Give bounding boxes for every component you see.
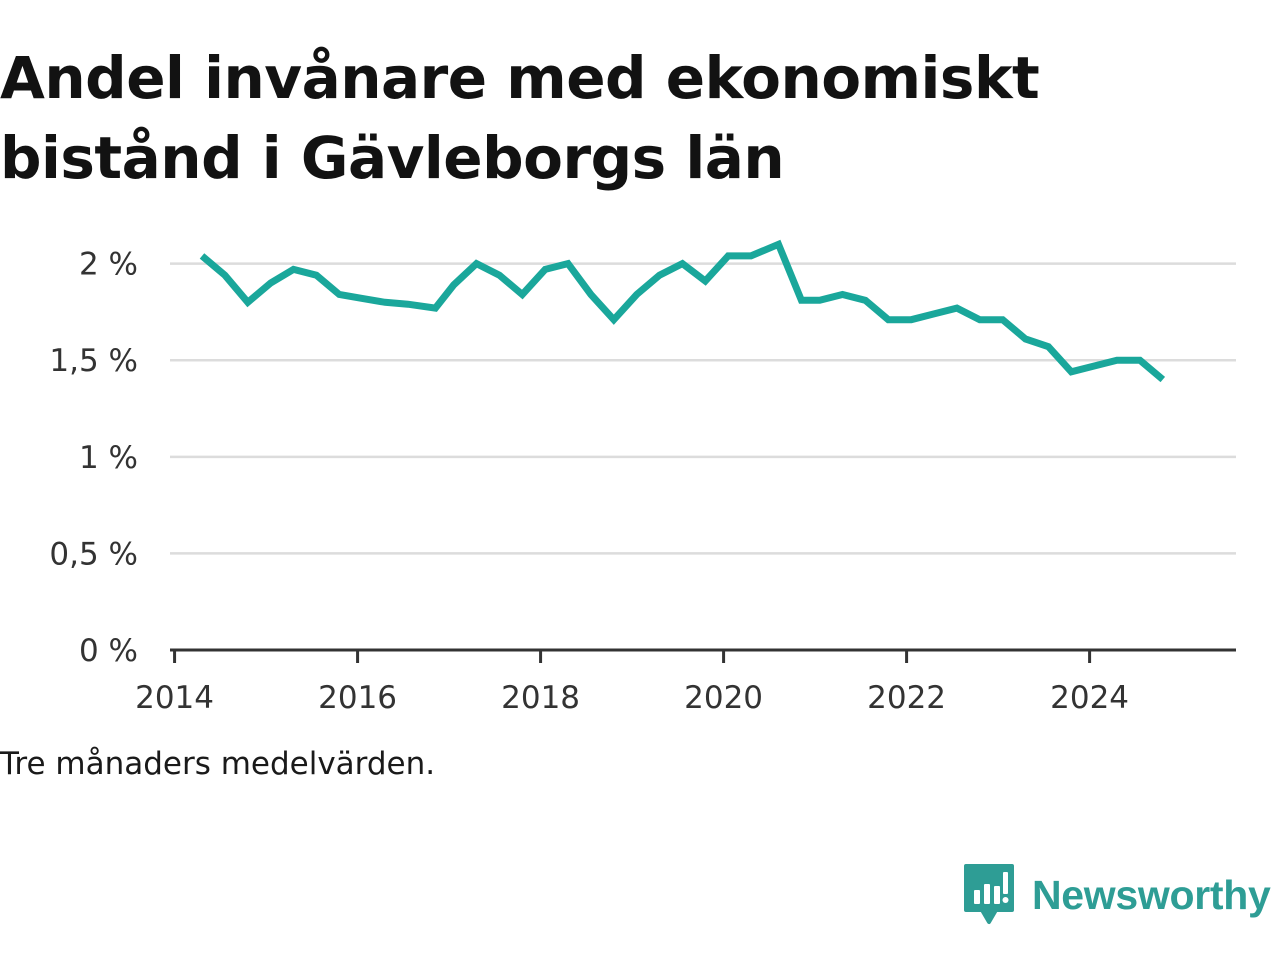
bar-chart-speech-bubble-icon bbox=[964, 864, 1014, 924]
x-tick-label: 2014 bbox=[135, 680, 214, 716]
y-tick-label: 1,5 % bbox=[49, 343, 138, 379]
gridlines bbox=[170, 262, 1236, 555]
y-tick-label: 0 % bbox=[79, 633, 138, 669]
y-tick-label: 0,5 % bbox=[49, 536, 138, 572]
brand-logo-block: Newsworthy bbox=[962, 862, 1271, 928]
series-line bbox=[199, 239, 1166, 383]
x-tick-label: 2018 bbox=[501, 680, 580, 716]
chart-title: Andel invånare med ekonomiskt bistånd i … bbox=[0, 44, 1040, 192]
x-tick-label: 2020 bbox=[684, 680, 763, 716]
brand-name: Newsworthy bbox=[1032, 871, 1271, 918]
y-axis: 0 % 0,5 % 1 % 1,5 % 2 % bbox=[49, 247, 138, 669]
x-tick-label: 2024 bbox=[1050, 680, 1129, 716]
series-layer bbox=[199, 239, 1166, 383]
y-tick-label: 1 % bbox=[79, 440, 138, 476]
x-axis: 2014 2016 2018 2020 2022 2024 bbox=[135, 648, 1236, 716]
chart-caption: Tre månaders medelvärden. bbox=[0, 746, 436, 782]
y-tick-label: 2 % bbox=[79, 247, 138, 283]
x-tick-label: 2016 bbox=[318, 680, 397, 716]
x-tick-label: 2022 bbox=[867, 680, 946, 716]
